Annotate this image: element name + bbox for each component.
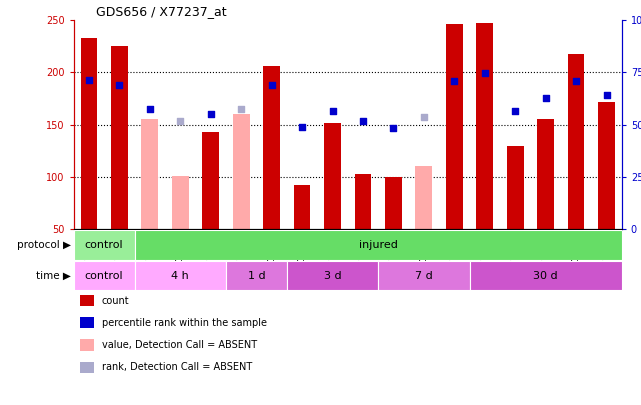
Point <box>84 77 94 83</box>
Bar <box>135 261 226 290</box>
Point <box>540 95 551 102</box>
Bar <box>172 176 188 229</box>
Bar <box>135 230 622 260</box>
Text: 4 h: 4 h <box>171 271 189 281</box>
Text: 7 d: 7 d <box>415 271 433 281</box>
Bar <box>469 261 622 290</box>
Point <box>114 82 124 88</box>
Text: value, Detection Call = ABSENT: value, Detection Call = ABSENT <box>102 340 257 350</box>
Bar <box>385 177 402 229</box>
Point <box>571 77 581 84</box>
Bar <box>74 230 135 260</box>
Bar <box>324 124 341 229</box>
Point <box>479 70 490 77</box>
Bar <box>294 185 310 229</box>
Point <box>419 114 429 120</box>
Text: injured: injured <box>359 240 397 250</box>
Text: count: count <box>102 296 129 305</box>
Text: rank, Detection Call = ABSENT: rank, Detection Call = ABSENT <box>102 362 252 372</box>
Bar <box>263 66 280 229</box>
Bar <box>415 166 432 229</box>
Bar <box>226 261 287 290</box>
Bar <box>378 261 469 290</box>
Bar <box>203 132 219 229</box>
Text: 30 d: 30 d <box>533 271 558 281</box>
Bar <box>233 114 249 229</box>
Text: control: control <box>85 240 124 250</box>
Point <box>328 108 338 114</box>
Text: control: control <box>85 271 124 281</box>
Bar <box>598 102 615 229</box>
Bar <box>287 261 378 290</box>
Point <box>297 124 307 130</box>
Bar <box>446 24 463 229</box>
Bar <box>142 119 158 229</box>
Point <box>601 92 612 98</box>
Point <box>388 124 399 131</box>
Point <box>449 77 460 84</box>
Point <box>236 106 246 112</box>
Text: 3 d: 3 d <box>324 271 341 281</box>
Text: percentile rank within the sample: percentile rank within the sample <box>102 318 267 328</box>
Point <box>267 82 277 88</box>
Bar <box>476 23 493 229</box>
Bar <box>507 147 524 229</box>
Bar <box>74 261 135 290</box>
Point <box>145 106 155 112</box>
Point <box>358 118 368 125</box>
Text: GDS656 / X77237_at: GDS656 / X77237_at <box>96 5 226 18</box>
Point <box>510 108 520 114</box>
Bar <box>142 119 158 229</box>
Bar <box>568 53 585 229</box>
Text: protocol ▶: protocol ▶ <box>17 240 71 250</box>
Bar <box>81 38 97 229</box>
Point <box>175 118 185 125</box>
Text: time ▶: time ▶ <box>36 271 71 281</box>
Bar <box>537 119 554 229</box>
Bar <box>354 174 371 229</box>
Point <box>206 111 216 117</box>
Text: 1 d: 1 d <box>247 271 265 281</box>
Bar <box>111 46 128 229</box>
